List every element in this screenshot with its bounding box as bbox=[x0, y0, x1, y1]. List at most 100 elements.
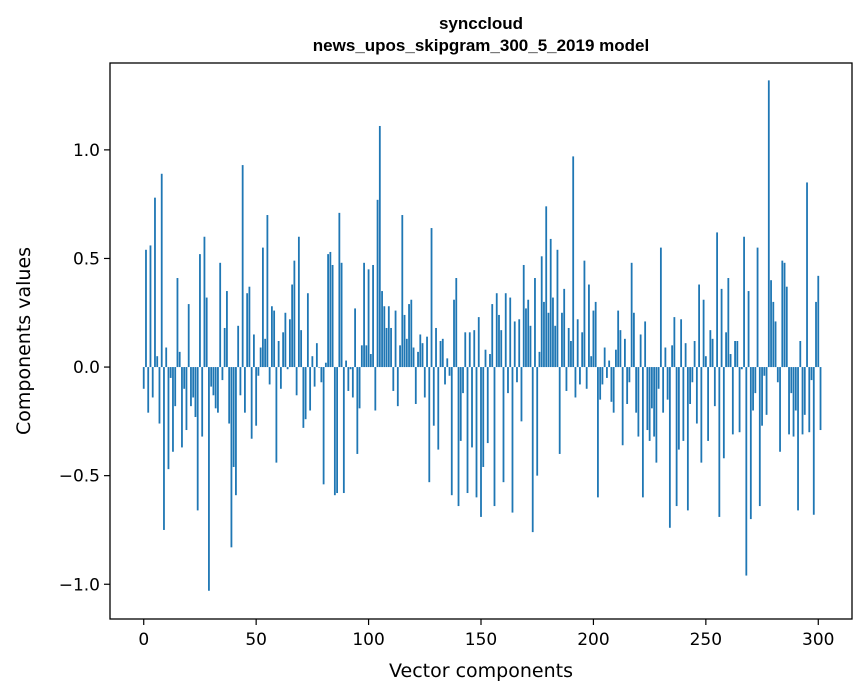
bar bbox=[761, 367, 763, 426]
bar bbox=[563, 288, 566, 368]
bar bbox=[686, 367, 689, 511]
bar bbox=[552, 297, 554, 368]
bar bbox=[149, 245, 152, 368]
bar bbox=[363, 262, 365, 368]
bar bbox=[810, 367, 813, 381]
bar bbox=[270, 306, 273, 368]
bar bbox=[612, 367, 615, 413]
bar bbox=[196, 367, 199, 511]
bar bbox=[369, 354, 372, 368]
bar bbox=[176, 278, 179, 368]
bar bbox=[716, 232, 718, 368]
bar bbox=[345, 360, 347, 368]
bar bbox=[266, 215, 269, 368]
bar bbox=[399, 345, 401, 368]
bar bbox=[315, 343, 318, 368]
bar bbox=[534, 278, 536, 368]
bar bbox=[142, 367, 145, 389]
x-tick-label: 150 bbox=[465, 630, 497, 650]
bar bbox=[722, 367, 725, 459]
bar bbox=[262, 247, 264, 368]
bar bbox=[673, 317, 676, 368]
bar bbox=[491, 304, 494, 368]
bar bbox=[790, 367, 793, 394]
chart-subtitle: news_upos_skipgram_300_5_2019 model bbox=[313, 36, 649, 55]
bar bbox=[698, 284, 700, 368]
bar bbox=[248, 286, 251, 368]
bar bbox=[567, 327, 570, 368]
bar bbox=[163, 367, 165, 530]
bar bbox=[545, 206, 548, 368]
bar bbox=[336, 367, 338, 494]
bar bbox=[432, 367, 435, 426]
x-tick-label: 100 bbox=[352, 630, 384, 650]
bar bbox=[306, 293, 309, 368]
bar bbox=[212, 367, 215, 396]
bar bbox=[230, 367, 233, 548]
bar bbox=[250, 367, 253, 439]
bar bbox=[644, 321, 647, 368]
bar bbox=[619, 330, 622, 368]
bar bbox=[257, 367, 260, 376]
bar bbox=[239, 367, 242, 396]
bar bbox=[758, 367, 761, 507]
bar bbox=[725, 332, 727, 368]
bar bbox=[704, 356, 707, 368]
bar bbox=[462, 367, 464, 394]
bar bbox=[637, 367, 640, 437]
bar bbox=[423, 367, 426, 398]
bar bbox=[392, 367, 395, 391]
bar bbox=[707, 367, 709, 441]
bar bbox=[338, 212, 341, 368]
bar bbox=[327, 254, 329, 368]
bar bbox=[743, 236, 745, 368]
bar bbox=[378, 125, 381, 368]
bar bbox=[504, 293, 507, 368]
bar bbox=[579, 367, 581, 385]
bar bbox=[576, 319, 579, 368]
bar bbox=[695, 367, 698, 424]
bar bbox=[235, 367, 237, 496]
bar bbox=[693, 341, 696, 368]
bar bbox=[702, 299, 705, 368]
bar bbox=[457, 367, 460, 507]
bar bbox=[500, 330, 503, 368]
bar bbox=[228, 367, 231, 424]
bar bbox=[540, 256, 543, 368]
bar bbox=[797, 367, 799, 511]
bar bbox=[181, 367, 183, 448]
bar bbox=[779, 367, 781, 452]
bar bbox=[639, 334, 642, 368]
bar bbox=[720, 288, 723, 368]
bar bbox=[477, 317, 480, 368]
bar bbox=[459, 367, 462, 441]
bar bbox=[745, 367, 748, 576]
bar bbox=[785, 286, 788, 368]
bar bbox=[675, 367, 678, 507]
bar bbox=[572, 156, 575, 368]
bar bbox=[291, 284, 294, 368]
bar bbox=[561, 312, 563, 368]
bar bbox=[297, 236, 300, 368]
bar bbox=[655, 367, 658, 463]
bar bbox=[304, 367, 307, 420]
bar bbox=[590, 356, 593, 368]
bar bbox=[172, 367, 174, 452]
bar bbox=[774, 321, 777, 368]
bar bbox=[671, 345, 674, 368]
bar bbox=[405, 338, 408, 368]
bar bbox=[498, 314, 500, 368]
bar bbox=[187, 304, 190, 368]
bar bbox=[192, 367, 195, 398]
bar bbox=[255, 367, 258, 426]
bar bbox=[765, 367, 768, 415]
bar bbox=[275, 367, 278, 463]
bar bbox=[448, 367, 451, 376]
bar bbox=[788, 367, 790, 435]
bar bbox=[277, 341, 280, 368]
bar bbox=[365, 345, 368, 368]
bar bbox=[203, 236, 206, 368]
bar bbox=[792, 367, 795, 437]
bar bbox=[167, 367, 170, 470]
